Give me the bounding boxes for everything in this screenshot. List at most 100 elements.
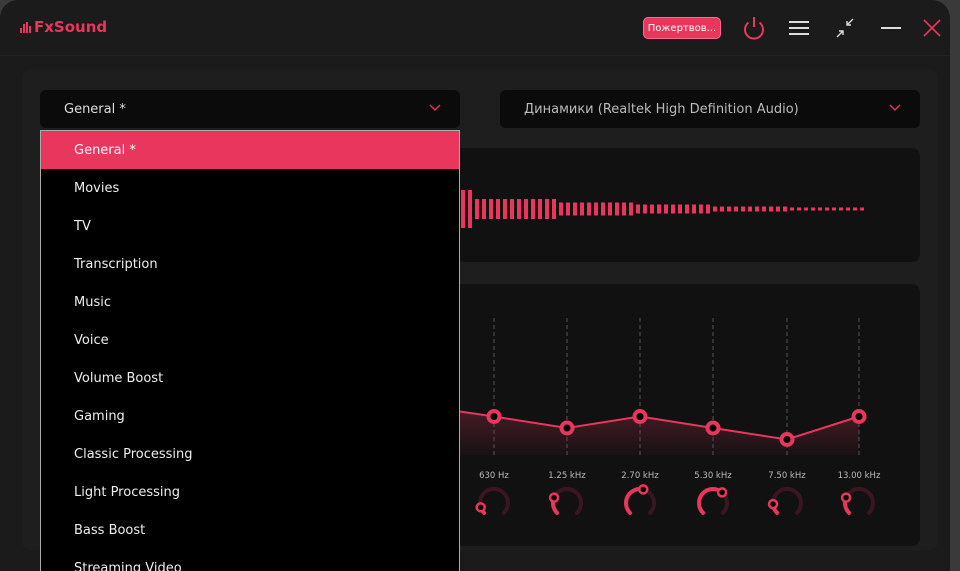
spectrum-visualizer (461, 190, 864, 228)
spectrum-bar (853, 207, 857, 211)
eq-band-handle[interactable] (486, 409, 502, 424)
spectrum-bar (734, 206, 738, 212)
spectrum-bar (594, 202, 598, 216)
preset-option[interactable]: Classic Processing (74, 446, 193, 462)
spectrum-bar (566, 202, 570, 216)
spectrum-bar (496, 199, 500, 219)
equalizer-graph (459, 318, 875, 515)
preset-select[interactable]: General * (40, 90, 460, 128)
spectrum-bar (552, 199, 556, 219)
preset-option[interactable]: Movies (74, 180, 120, 196)
spectrum-bar (720, 206, 724, 212)
eq-band-knob[interactable] (697, 487, 729, 515)
spectrum-bar (762, 206, 766, 212)
eq-band-frequency: 2.70 kHz (621, 471, 659, 481)
spectrum-bar (573, 202, 577, 216)
donate-button[interactable]: Пожертвов... (643, 17, 721, 39)
close-icon[interactable] (918, 14, 946, 42)
spectrum-bar (524, 199, 528, 219)
eq-band-frequency: 1.25 kHz (548, 471, 586, 481)
spectrum-bar (615, 202, 619, 216)
spectrum-bar (475, 199, 479, 219)
spectrum-bar (622, 202, 626, 216)
eq-band-frequency: 13.00 kHz (837, 471, 881, 481)
eq-band-knob[interactable] (548, 487, 583, 515)
spectrum-bar (482, 199, 486, 219)
spectrum-bar (517, 199, 521, 219)
spectrum-bar (601, 202, 605, 216)
minimize-icon[interactable] (877, 14, 905, 42)
eq-band-knob[interactable] (767, 487, 803, 515)
chevron-down-icon (889, 104, 901, 111)
spectrum-bar (741, 206, 745, 212)
spectrum-bar (580, 202, 584, 216)
spectrum-bar (657, 204, 661, 214)
preset-option[interactable]: Gaming (74, 408, 125, 424)
device-selected-value: Динамики (Realtek High Definition Audio) (524, 101, 799, 117)
spectrum-bar (538, 199, 542, 219)
preset-option[interactable]: Bass Boost (74, 522, 146, 538)
spectrum-bar (587, 202, 591, 216)
spectrum-bar (678, 204, 682, 214)
eq-band-handle[interactable] (705, 420, 721, 436)
spectrum-bar (685, 204, 689, 214)
spectrum-bar (510, 199, 514, 219)
preset-option[interactable]: Music (74, 294, 111, 310)
preset-option[interactable]: General * (41, 131, 459, 169)
output-device-select[interactable]: Динамики (Realtek High Definition Audio) (500, 90, 920, 128)
spectrum-bar (559, 202, 563, 216)
spectrum-bar (489, 199, 493, 219)
preset-selected-value: General * (64, 101, 126, 117)
spectrum-bar (461, 190, 465, 228)
spectrum-bar (531, 199, 535, 219)
preset-option[interactable]: Volume Boost (74, 370, 164, 386)
spectrum-bar (811, 207, 815, 211)
preset-option[interactable]: Voice (74, 332, 109, 348)
spectrum-bar (650, 204, 654, 214)
spectrum-bar (783, 206, 787, 212)
spectrum-bar (748, 206, 752, 212)
spectrum-bar (846, 207, 850, 211)
eq-band-frequency: 5.30 kHz (694, 471, 732, 481)
eq-band-handle[interactable] (632, 409, 648, 424)
preset-option[interactable]: Transcription (74, 256, 158, 272)
eq-band-knob[interactable] (624, 484, 656, 515)
spectrum-bar (832, 207, 836, 211)
spectrum-bar (664, 204, 668, 214)
eq-band-knob[interactable] (840, 487, 875, 515)
spectrum-bar (818, 207, 822, 211)
logo-bars-icon (20, 21, 31, 33)
spectrum-bar (636, 204, 640, 214)
spectrum-bar (608, 202, 612, 216)
eq-curve-fill (460, 411, 859, 455)
spectrum-bar (797, 207, 801, 211)
eq-band-handle[interactable] (779, 432, 795, 447)
menu-icon[interactable] (785, 14, 813, 42)
spectrum-bar (727, 206, 731, 212)
spectrum-bar (503, 199, 507, 219)
spectrum-bar (769, 206, 773, 212)
preset-option[interactable]: Light Processing (74, 484, 180, 500)
spectrum-bar (825, 207, 829, 211)
eq-band-frequency: 7.50 kHz (768, 471, 806, 481)
eq-band-handle[interactable] (559, 420, 575, 436)
preset-option[interactable]: TV (74, 218, 91, 234)
power-icon[interactable] (740, 14, 768, 42)
spectrum-bar (790, 207, 794, 211)
spectrum-bar (545, 199, 549, 219)
eq-band-frequency: 630 Hz (479, 471, 509, 481)
eq-band-knob[interactable] (475, 487, 510, 515)
spectrum-bar (713, 206, 717, 212)
spectrum-bar (755, 206, 759, 212)
spectrum-bar (629, 202, 633, 216)
title-bar: FxSound Пожертвов... (0, 0, 950, 56)
spectrum-bar (860, 207, 864, 211)
spectrum-bar (839, 207, 843, 211)
app-title: FxSound (34, 18, 108, 36)
compact-mode-icon[interactable] (831, 14, 859, 42)
spectrum-bar (468, 190, 472, 228)
eq-band-handle[interactable] (851, 409, 867, 424)
preset-option[interactable]: Streaming Video (74, 560, 182, 571)
spectrum-bar (776, 206, 780, 212)
spectrum-bar (699, 204, 703, 214)
